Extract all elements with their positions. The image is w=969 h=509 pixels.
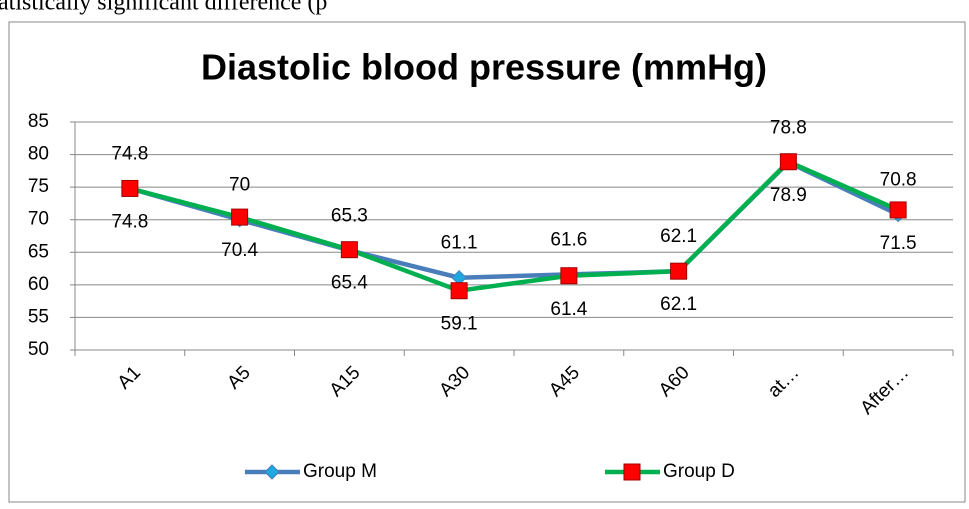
x-tick-label: A15 xyxy=(326,362,365,401)
legend-marker xyxy=(623,463,641,481)
data-label: 71.5 xyxy=(880,233,917,254)
data-label: 70.4 xyxy=(221,240,258,261)
data-label: 74.8 xyxy=(111,143,148,164)
marker xyxy=(231,208,249,226)
y-tick-label: 50 xyxy=(28,339,49,360)
marker xyxy=(121,179,139,197)
legend-label: Group M xyxy=(303,461,377,482)
marker xyxy=(889,201,907,219)
x-tick-label: After… xyxy=(857,362,914,419)
chart-frame xyxy=(8,21,966,503)
data-label: 65.4 xyxy=(331,273,368,294)
x-tick-label: A45 xyxy=(545,362,584,401)
marker xyxy=(670,262,688,280)
chart-title: Diastolic blood pressure (mmHg) xyxy=(201,47,767,88)
y-tick-label: 65 xyxy=(28,241,49,262)
data-label: 78.9 xyxy=(770,185,807,206)
marker xyxy=(560,267,578,285)
y-tick-label: 85 xyxy=(28,111,49,132)
legend-marker xyxy=(264,464,280,480)
legend-label: Group D xyxy=(663,461,735,482)
data-label: 65.3 xyxy=(331,205,368,226)
data-label: 62.1 xyxy=(660,294,697,315)
data-label: 62.1 xyxy=(660,226,697,247)
y-tick-label: 80 xyxy=(28,144,49,165)
x-tick-label: A5 xyxy=(223,362,254,393)
data-label: 74.8 xyxy=(111,211,148,232)
y-tick-label: 55 xyxy=(28,306,49,327)
x-tick-label: A1 xyxy=(114,362,145,393)
header-text: atistically significant difference (p xyxy=(0,0,327,16)
data-label: 61.1 xyxy=(441,233,478,254)
x-tick-label: A30 xyxy=(435,362,474,401)
marker xyxy=(779,153,797,171)
data-label: 78.8 xyxy=(770,117,807,138)
data-label: 59.1 xyxy=(441,314,478,335)
y-tick-label: 60 xyxy=(28,274,49,295)
data-label: 61.4 xyxy=(550,299,587,320)
x-tick-label: at… xyxy=(764,362,803,401)
y-tick-label: 70 xyxy=(28,209,49,230)
data-label: 70.8 xyxy=(880,170,917,191)
marker xyxy=(340,241,358,259)
marker xyxy=(450,282,468,300)
data-label: 61.6 xyxy=(550,229,587,250)
y-tick-label: 75 xyxy=(28,176,49,197)
data-label: 70 xyxy=(229,175,250,196)
x-tick-label: A60 xyxy=(655,362,694,401)
series-line xyxy=(129,159,900,294)
